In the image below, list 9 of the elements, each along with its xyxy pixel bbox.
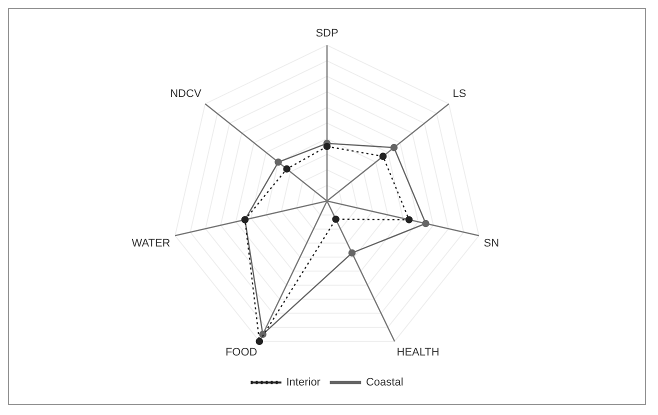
spoke-label: HEALTH	[396, 346, 440, 359]
spoke-label: SN	[484, 237, 500, 250]
legend-label: Interior	[286, 376, 321, 389]
spoke-label: LS	[452, 88, 466, 100]
spoke-label: FOOD	[225, 346, 258, 359]
legend-label: Coastal	[366, 376, 404, 389]
spoke-label: NDCV	[170, 88, 202, 100]
spoke-label: WATER	[132, 237, 170, 250]
spoke-label: SDP	[316, 28, 338, 40]
